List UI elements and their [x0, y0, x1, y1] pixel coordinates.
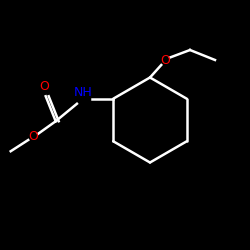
- Text: O: O: [160, 54, 170, 66]
- Text: NH: NH: [74, 86, 92, 99]
- Text: O: O: [40, 80, 50, 93]
- Text: O: O: [28, 130, 38, 143]
